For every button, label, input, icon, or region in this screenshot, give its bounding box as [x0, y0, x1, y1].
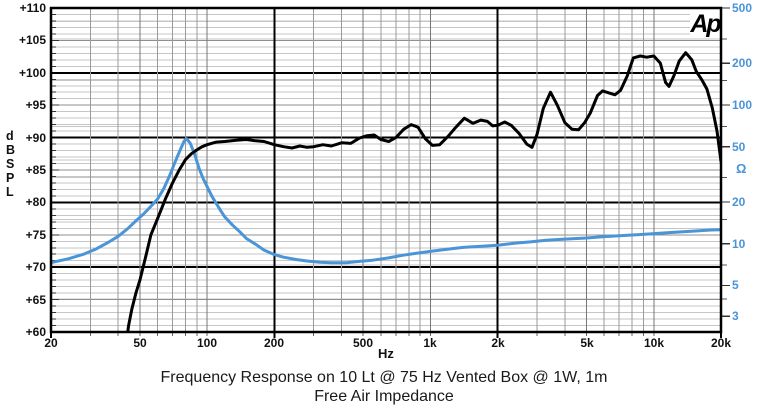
impedance-curve [51, 137, 721, 265]
x-axis-tick-label: 100 [196, 336, 218, 350]
left-axis-tick-label: +65 [25, 293, 46, 307]
left-axis-tick-label: +75 [25, 228, 46, 242]
x-axis-tick-label: 500 [352, 336, 374, 350]
right-axis-title: Ω [736, 161, 747, 176]
spl-curve [126, 51, 721, 332]
left-axis-tick-label: +70 [25, 260, 46, 274]
x-axis-title: Hz [378, 346, 394, 361]
left-axis-title: dB SPL [6, 129, 16, 199]
left-axis-tick-label: +85 [25, 163, 46, 177]
right-axis-tick-label: 3 [732, 309, 739, 323]
curve-layer [51, 51, 721, 332]
left-axis-tick-label: +110 [19, 1, 46, 15]
right-axis-tick-label: 10 [732, 237, 746, 251]
chart-caption: Frequency Response on 10 Lt @ 75 Hz Vent… [0, 368, 768, 406]
x-axis-tick-label: 20 [44, 336, 58, 350]
left-axis-tick-label: +60 [25, 325, 46, 339]
right-axis-tick-label: 5 [732, 278, 739, 292]
right-axis-tick-label: 50 [732, 140, 746, 154]
x-axis-tick-label: 5k [580, 336, 594, 350]
ap-logo-background [690, 9, 720, 39]
right-axis-tick-label: 100 [732, 98, 753, 112]
caption-line-1: Frequency Response on 10 Lt @ 75 Hz Vent… [160, 369, 608, 386]
x-axis-tick-label: 1k [423, 336, 437, 350]
left-axis-tick-label: +80 [25, 195, 46, 209]
x-axis-tick-label: 200 [263, 336, 285, 350]
plot-frame [49, 6, 723, 334]
grid-layer [51, 8, 721, 332]
left-axis-tick-label: +90 [25, 131, 46, 145]
ap-logo: Ap [689, 10, 721, 38]
x-axis-tick-label: 10k [643, 336, 665, 350]
caption-line-2: Free Air Impedance [314, 388, 454, 405]
x-axis-tick-label: 20k [710, 336, 732, 350]
tick-layer [50, 7, 730, 338]
left-axis-tick-label: +100 [18, 66, 46, 80]
x-axis-tick-label: 50 [133, 336, 147, 350]
left-axis-tick-label: +105 [18, 33, 46, 47]
left-axis-tick-label: +95 [25, 98, 46, 112]
right-axis-tick-label: 20 [732, 195, 746, 209]
right-axis-tick-label: 200 [732, 56, 753, 70]
right-axis-tick-label: 500 [732, 1, 753, 15]
x-axis-tick-label: 2k [491, 336, 505, 350]
